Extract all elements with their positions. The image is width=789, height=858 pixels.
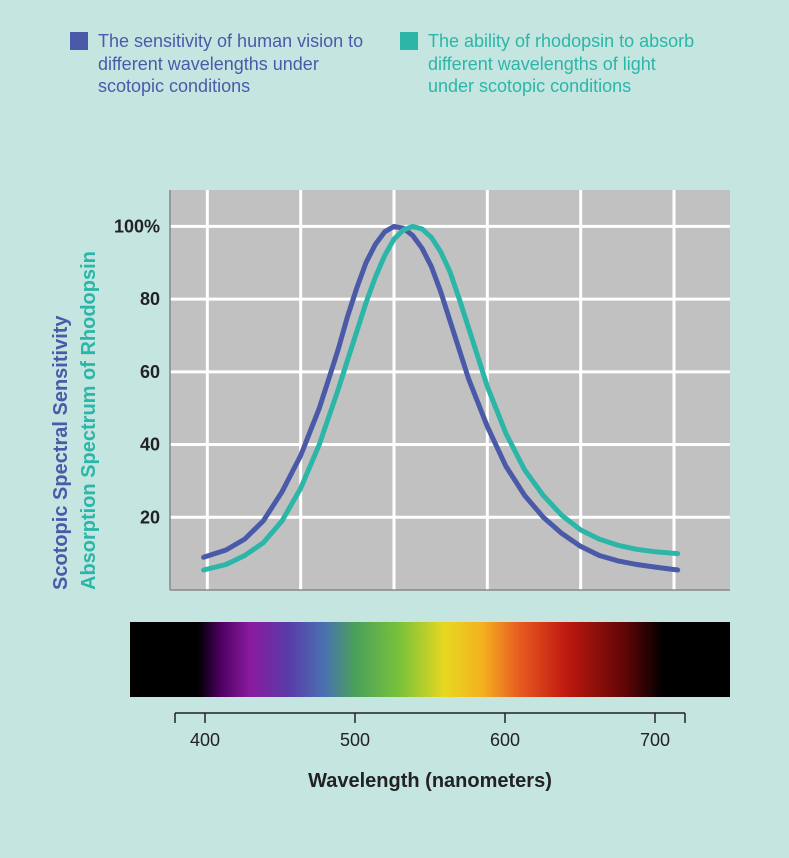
legend-item-1: The sensitivity of human vision to diffe… [70,30,370,98]
svg-text:20: 20 [140,507,160,527]
figure-root: The sensitivity of human vision to diffe… [0,0,789,858]
xaxis: 400 500 600 700 [130,708,730,768]
svg-text:40: 40 [140,435,160,455]
yaxis-title-group: Absorption Spectrum of Rhodopsin Scotopi… [50,190,80,590]
svg-text:100%: 100% [114,216,160,236]
svg-text:400: 400 [190,730,220,750]
spectrum-bar [130,622,730,697]
legend-swatch-2 [400,32,418,50]
legend: The sensitivity of human vision to diffe… [70,30,759,98]
xaxis-svg: 400 500 600 700 [130,708,730,768]
svg-text:80: 80 [140,289,160,309]
svg-text:600: 600 [490,730,520,750]
yaxis-title-scotopic: Scotopic Spectral Sensitivity [50,315,73,590]
yaxis-title-rhodopsin: Absorption Spectrum of Rhodopsin [78,251,101,590]
legend-text-1: The sensitivity of human vision to diffe… [98,30,370,98]
legend-swatch-1 [70,32,88,50]
svg-text:500: 500 [340,730,370,750]
svg-text:700: 700 [640,730,670,750]
legend-item-2: The ability of rhodopsin to absorb diffe… [400,30,700,98]
chart-svg: 20406080100% [170,190,730,590]
visible-spectrum [130,622,730,697]
svg-text:60: 60 [140,362,160,382]
legend-text-2: The ability of rhodopsin to absorb diffe… [428,30,700,98]
chart: 20406080100% [170,190,730,590]
xaxis-title: Wavelength (nanometers) [130,770,730,793]
